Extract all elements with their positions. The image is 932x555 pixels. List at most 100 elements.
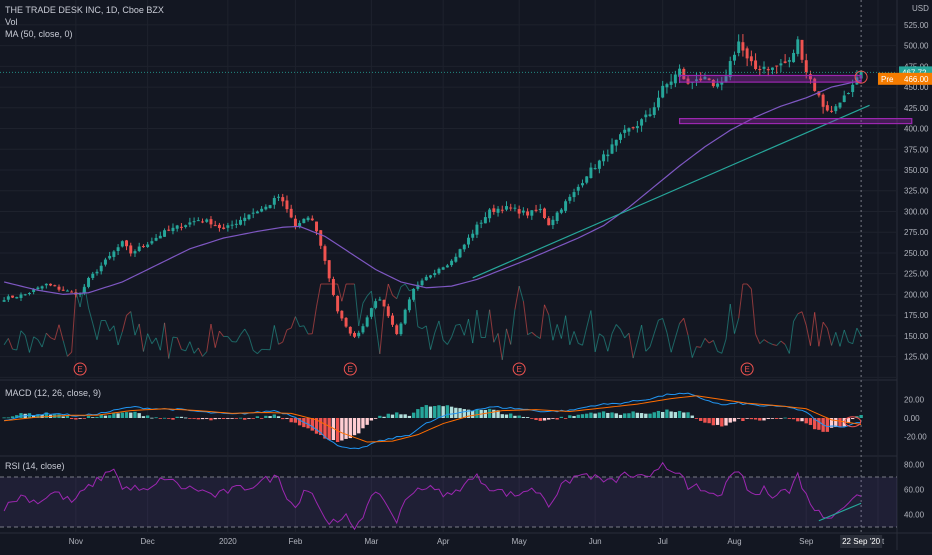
candle[interactable]	[399, 324, 402, 335]
candle[interactable]	[484, 217, 487, 223]
candle[interactable]	[87, 278, 90, 287]
candle[interactable]	[349, 327, 352, 334]
candle[interactable]	[480, 223, 483, 224]
candle[interactable]	[851, 85, 854, 92]
candle[interactable]	[834, 106, 837, 111]
candle[interactable]	[104, 260, 107, 265]
candle[interactable]	[509, 208, 512, 209]
candle[interactable]	[547, 218, 550, 225]
candle[interactable]	[518, 209, 521, 214]
candle[interactable]	[134, 251, 137, 253]
candle[interactable]	[311, 219, 314, 221]
candle[interactable]	[826, 105, 829, 110]
candle[interactable]	[611, 144, 614, 153]
candle[interactable]	[49, 284, 52, 286]
candle[interactable]	[201, 221, 204, 222]
candle[interactable]	[91, 274, 94, 278]
candle[interactable]	[653, 107, 656, 115]
candle[interactable]	[788, 60, 791, 62]
candle[interactable]	[235, 224, 238, 225]
candle[interactable]	[15, 297, 18, 298]
candle[interactable]	[108, 256, 111, 259]
candle[interactable]	[446, 265, 449, 267]
candle[interactable]	[361, 326, 364, 332]
candle[interactable]	[218, 225, 221, 228]
candle[interactable]	[623, 130, 626, 133]
candle[interactable]	[636, 126, 639, 128]
candle[interactable]	[209, 219, 212, 224]
candle[interactable]	[526, 211, 529, 215]
candle[interactable]	[319, 230, 322, 245]
candle[interactable]	[146, 245, 149, 248]
candle[interactable]	[644, 115, 647, 118]
candle[interactable]	[247, 215, 250, 219]
candle[interactable]	[454, 257, 457, 262]
candle[interactable]	[328, 260, 331, 278]
candle[interactable]	[551, 220, 554, 225]
candle[interactable]	[459, 249, 462, 257]
price-legend[interactable]: THE TRADE DESK INC, 1D, Cboe BZX Vol MA …	[5, 4, 164, 40]
candle[interactable]	[290, 209, 293, 218]
candle[interactable]	[20, 294, 23, 297]
candle[interactable]	[442, 267, 445, 269]
candle[interactable]	[535, 210, 538, 211]
candle[interactable]	[805, 60, 808, 72]
macd-legend[interactable]: MACD (12, 26, close, 9)	[5, 387, 101, 399]
candle[interactable]	[543, 209, 546, 218]
candle[interactable]	[345, 318, 348, 327]
candle[interactable]	[129, 245, 132, 253]
candle[interactable]	[167, 230, 170, 231]
candle[interactable]	[96, 272, 99, 273]
candle[interactable]	[58, 287, 61, 290]
candle[interactable]	[716, 83, 719, 86]
candle[interactable]	[450, 261, 453, 265]
candle[interactable]	[581, 183, 584, 185]
candle[interactable]	[589, 168, 592, 178]
zone-rectangle[interactable]	[680, 75, 862, 82]
candle[interactable]	[560, 210, 563, 213]
candle[interactable]	[513, 208, 516, 209]
candle[interactable]	[45, 284, 48, 285]
candle[interactable]	[564, 201, 567, 211]
candle[interactable]	[273, 198, 276, 205]
candle[interactable]	[214, 225, 217, 226]
candle[interactable]	[665, 84, 668, 87]
candle[interactable]	[754, 60, 757, 69]
candle[interactable]	[670, 82, 673, 85]
candle[interactable]	[184, 225, 187, 227]
candle[interactable]	[433, 273, 436, 275]
candle[interactable]	[353, 333, 356, 337]
candle[interactable]	[391, 316, 394, 325]
candle[interactable]	[366, 317, 369, 326]
candle[interactable]	[822, 95, 825, 107]
candle[interactable]	[801, 40, 804, 60]
candle[interactable]	[741, 42, 744, 50]
candle[interactable]	[28, 293, 31, 294]
candle[interactable]	[796, 39, 799, 54]
candle[interactable]	[150, 241, 153, 243]
candle[interactable]	[395, 325, 398, 334]
candle[interactable]	[332, 279, 335, 295]
candle[interactable]	[497, 209, 500, 213]
candle[interactable]	[357, 333, 360, 336]
candle[interactable]	[285, 200, 288, 209]
candle[interactable]	[66, 291, 69, 292]
candle[interactable]	[830, 111, 833, 112]
candle[interactable]	[649, 114, 652, 116]
candle[interactable]	[577, 187, 580, 191]
candle[interactable]	[269, 205, 272, 208]
candle[interactable]	[226, 225, 229, 228]
candle[interactable]	[501, 210, 504, 211]
candle[interactable]	[374, 301, 377, 308]
candle[interactable]	[138, 247, 141, 251]
candle[interactable]	[488, 210, 491, 219]
candle[interactable]	[315, 222, 318, 232]
candle[interactable]	[239, 220, 242, 225]
candle[interactable]	[619, 134, 622, 140]
candle[interactable]	[188, 222, 191, 224]
candle[interactable]	[568, 197, 571, 201]
candle[interactable]	[771, 68, 774, 70]
candle[interactable]	[775, 66, 778, 67]
candle[interactable]	[62, 290, 65, 291]
